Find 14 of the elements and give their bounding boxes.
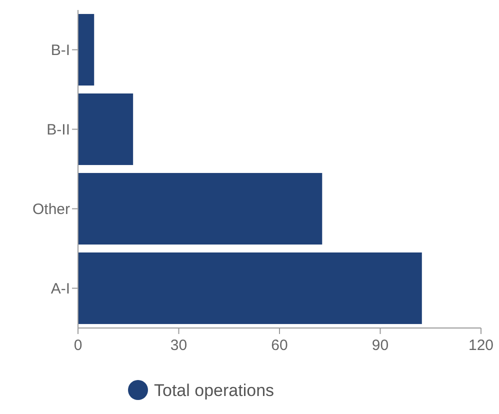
legend-label: Total operations xyxy=(154,380,274,400)
x-tick-label: 30 xyxy=(170,337,188,354)
x-tick-label: 0 xyxy=(74,337,82,354)
bar xyxy=(78,252,422,324)
y-tick-label: B-II xyxy=(46,122,70,138)
bar xyxy=(78,93,134,166)
bar xyxy=(78,14,94,86)
y-tick-label: A-I xyxy=(50,280,70,298)
x-tick-label: 90 xyxy=(372,337,389,354)
bar xyxy=(78,172,322,245)
y-tick-label: B-I xyxy=(50,42,70,59)
x-tick-label: 60 xyxy=(271,337,288,354)
x-tick-label: 120 xyxy=(468,337,494,354)
y-tick-label: Other xyxy=(32,201,70,218)
